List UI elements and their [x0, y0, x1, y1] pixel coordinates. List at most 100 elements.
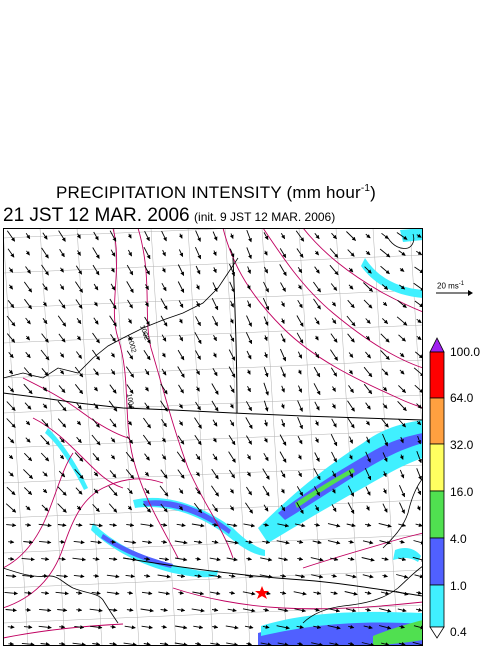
wind-arrow — [314, 452, 320, 462]
wind-arrow — [58, 299, 66, 309]
wind-arrow — [175, 625, 188, 630]
precip-band-far-west — [45, 428, 88, 490]
wind-arrow — [229, 281, 235, 293]
wind-arrow — [23, 540, 34, 545]
wind-arrow — [57, 400, 67, 412]
wind-arrow — [263, 352, 268, 359]
wind-arrow — [263, 522, 269, 527]
wind-arrow — [361, 557, 375, 562]
precip-band-southwest — [91, 523, 218, 578]
wind-arrow — [365, 505, 370, 511]
colorbar-label: 100.0 — [450, 345, 481, 359]
wind-arrow — [262, 540, 271, 545]
wind-arrow — [262, 624, 270, 629]
precip-band-east — [361, 258, 423, 298]
wind-arrow — [177, 366, 185, 378]
wind-arrow — [296, 315, 304, 327]
wind-arrow — [229, 505, 235, 511]
wind-arrow — [126, 436, 134, 444]
wind-arrow — [263, 335, 268, 342]
wind-arrow — [127, 590, 134, 595]
wind-arrow — [110, 454, 116, 460]
wind-arrow — [195, 401, 201, 411]
wind-arrow — [327, 523, 341, 528]
wind-arrow — [362, 574, 374, 579]
wind-arrow — [395, 590, 409, 596]
wind-arrow — [311, 642, 324, 646]
wind-arrow — [126, 384, 134, 394]
wind-arrow — [397, 300, 407, 308]
wind-arrow — [108, 557, 118, 562]
wind-arrow — [382, 386, 388, 392]
wind-arrow — [58, 333, 66, 343]
wind-arrow — [24, 402, 32, 410]
wind-arrow — [8, 556, 15, 561]
wind-arrow — [212, 267, 217, 274]
wind-arrow — [22, 574, 35, 579]
wind-arrow — [195, 453, 201, 461]
wind-arrow — [399, 369, 405, 375]
border-line — [122, 557, 423, 597]
wind-arrow — [329, 248, 339, 258]
isobar-line — [302, 228, 423, 313]
wind-arrow — [177, 349, 185, 361]
wind-arrow — [313, 298, 321, 310]
wind-arrow — [178, 384, 184, 394]
wind-arrow — [263, 250, 268, 256]
wind-arrow — [397, 608, 407, 613]
wind-arrow — [414, 266, 423, 274]
wind-arrow — [259, 574, 273, 579]
wind-arrow — [396, 574, 409, 579]
wind-arrow — [57, 418, 67, 428]
wind-arrow — [159, 642, 169, 646]
precip-band-southwest-core — [101, 534, 173, 568]
wind-arrow — [246, 556, 252, 561]
wind-arrow — [72, 642, 86, 646]
wind-arrow — [25, 250, 30, 256]
wind-arrow — [212, 607, 219, 612]
wind-arrow — [145, 284, 149, 291]
wind-arrow — [229, 488, 234, 494]
wind-arrow — [244, 574, 254, 579]
wind-arrow — [349, 436, 353, 444]
wind-arrow — [280, 282, 286, 292]
wind-arrow — [329, 264, 339, 276]
wind-arrow — [279, 248, 287, 259]
coastline-korea — [3, 567, 119, 624]
init-time: (init. 9 JST 12 MAR. 2006) — [194, 210, 336, 224]
precip-band-south-light — [261, 611, 423, 636]
wind-arrow — [176, 523, 186, 528]
wind-arrow — [127, 318, 132, 324]
wind-arrow — [416, 250, 423, 256]
wind-arrow — [346, 231, 356, 241]
chart-title: PRECIPITATION INTENSITY (mm hour-1) — [0, 183, 432, 203]
wind-arrow — [7, 300, 15, 309]
wind-arrow — [161, 522, 168, 527]
wind-arrow — [174, 540, 188, 545]
wind-arrow — [378, 608, 392, 613]
wind-arrow — [41, 557, 50, 562]
wind-arrow — [412, 556, 423, 562]
wind-arrow — [57, 315, 67, 327]
wind-arrow — [25, 420, 31, 426]
wind-arrow — [263, 504, 269, 512]
wind-arrow — [178, 318, 183, 324]
wind-arrow — [144, 402, 150, 410]
wind-arrow — [25, 522, 32, 527]
wind-arrow — [25, 335, 30, 341]
wind-arrow — [142, 434, 152, 446]
wind-arrow — [41, 419, 49, 428]
wind-arrow — [314, 401, 320, 411]
wind-arrow — [227, 608, 237, 613]
wind-arrow — [382, 403, 388, 409]
wind-arrow — [297, 299, 303, 309]
wind-arrow — [396, 316, 408, 326]
contour-label: 1002 — [138, 324, 150, 341]
wind-arrow — [280, 573, 287, 578]
wind-arrow — [294, 523, 306, 528]
wind-arrow — [211, 468, 219, 480]
wind-arrow — [7, 436, 15, 444]
wind-arrow — [229, 334, 235, 343]
wind-arrow — [25, 437, 31, 443]
wind-arrow — [348, 624, 355, 629]
